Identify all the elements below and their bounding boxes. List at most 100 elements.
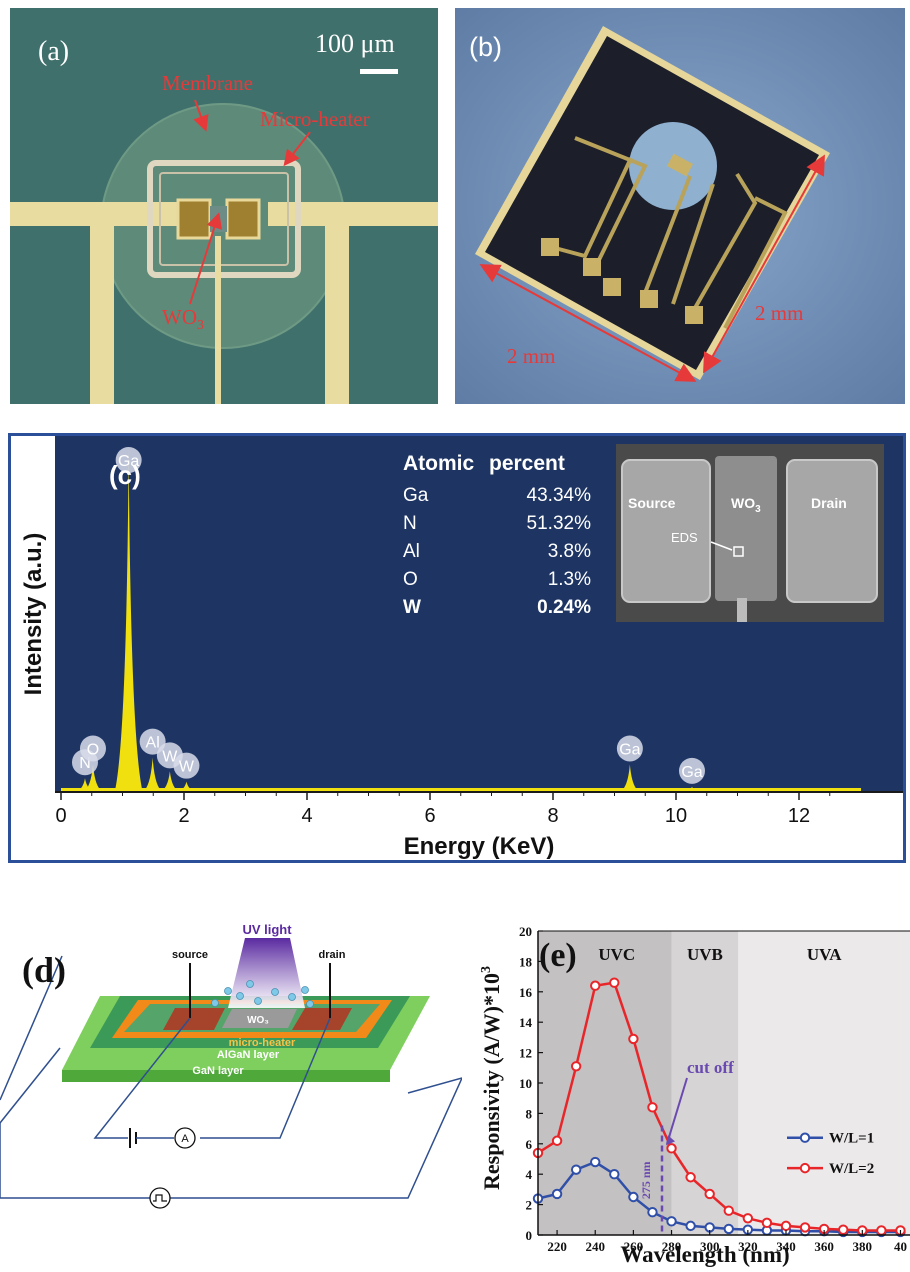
x-tick-label: 12 bbox=[788, 805, 810, 827]
micrograph-a: (a) 100 μm Membrane Micro-heater WO3 bbox=[10, 8, 438, 404]
wavelength-region bbox=[671, 931, 739, 1235]
series-point bbox=[704, 1188, 715, 1200]
series-point bbox=[723, 1205, 734, 1216]
legend-label: W/L=2 bbox=[829, 1161, 874, 1177]
e-y-tick-label: 6 bbox=[526, 1137, 533, 1152]
e-y-tick-label: 18 bbox=[519, 954, 533, 969]
legend-label: W/L=1 bbox=[829, 1131, 874, 1147]
peak-label-text: O bbox=[87, 741, 99, 758]
y-axis-title: Intensity (a.u.) bbox=[20, 533, 47, 696]
peak-label-text: Al bbox=[146, 735, 160, 752]
e-y-tick-label: 4 bbox=[526, 1167, 533, 1182]
x-tick-label: 0 bbox=[55, 805, 66, 827]
spectrum-baseline bbox=[61, 788, 861, 792]
legend-marker bbox=[799, 1132, 811, 1143]
e-x-tick-label: 300 bbox=[700, 1239, 720, 1254]
chip-width-label: 2 mm bbox=[507, 344, 555, 368]
wo3-label-d: WO₃ bbox=[247, 1015, 269, 1026]
e-x-tick-label: 280 bbox=[662, 1239, 682, 1254]
peak-label-text: Ga bbox=[681, 764, 702, 781]
source-label: source bbox=[172, 949, 208, 961]
region-uvb-label: UVB bbox=[687, 945, 723, 964]
x-tick-label: 2 bbox=[178, 805, 189, 827]
table-row-percent: 1.3% bbox=[548, 569, 591, 590]
e-y-tick-label: 14 bbox=[519, 1015, 533, 1030]
series-point bbox=[666, 1143, 677, 1154]
micro-heater-shape bbox=[147, 160, 301, 278]
peak-label: O bbox=[79, 735, 106, 762]
wavelength-region bbox=[738, 931, 910, 1235]
ammeter-icon bbox=[174, 1127, 196, 1149]
peak-label: Ga bbox=[115, 447, 142, 473]
e-x-tick-label: 40 bbox=[894, 1239, 907, 1254]
e-x-tick-label: 340 bbox=[776, 1239, 796, 1254]
legend-marker bbox=[799, 1162, 811, 1174]
x-tick-label: 4 bbox=[301, 805, 312, 827]
e-x-tick-label: 260 bbox=[624, 1239, 644, 1254]
drain-label: drain bbox=[319, 949, 346, 961]
wavelength-region bbox=[538, 931, 672, 1235]
x-tick-label: 6 bbox=[424, 805, 435, 827]
table-row-element: W bbox=[403, 597, 421, 618]
e-y-tick-label: 20 bbox=[519, 924, 532, 939]
responsivity-chart-svg: W/L=1 W/L=2 0 2 4 6 8 10 12 14 16 18 20 220 240 260 280… bbox=[479, 924, 910, 1267]
e-x-tick-label: 320 bbox=[738, 1239, 758, 1254]
cutoff-label: cut off bbox=[687, 1058, 734, 1077]
ammeter-label: A bbox=[181, 1133, 189, 1145]
peak-label-text: Ga bbox=[619, 741, 640, 758]
panel-e-label: (e) bbox=[539, 937, 577, 974]
series-point bbox=[761, 1217, 773, 1229]
gas-molecules bbox=[211, 980, 314, 1008]
table-row-percent: 0.24% bbox=[537, 597, 591, 618]
series-point bbox=[780, 1220, 792, 1232]
inset-drain-label: Drain bbox=[811, 495, 847, 511]
inset-source-label: Source bbox=[628, 495, 676, 511]
peak-label-text: W bbox=[179, 759, 195, 776]
drain-pad bbox=[292, 1008, 352, 1030]
chip-height-label: 2 mm bbox=[755, 301, 803, 325]
table-row-percent: 43.34% bbox=[527, 485, 592, 506]
spectrum-peak bbox=[114, 448, 143, 792]
inset-wo3-label: WO3 bbox=[731, 495, 761, 515]
series-point bbox=[838, 1224, 849, 1235]
spectrum-peak bbox=[82, 764, 103, 792]
series-point bbox=[570, 1061, 582, 1072]
table-row-percent: 51.32% bbox=[527, 513, 592, 534]
table-header-percent: percent bbox=[489, 452, 565, 475]
series-point bbox=[609, 1169, 620, 1180]
e-x-tick-label: 240 bbox=[585, 1239, 605, 1254]
peak-label: W bbox=[173, 752, 200, 779]
inset-eds-label: EDS bbox=[671, 530, 698, 545]
table-header-atomic: Atomic bbox=[403, 452, 474, 475]
peak-label: Ga bbox=[616, 735, 643, 762]
cutoff-wavelength-label: 275 nm bbox=[639, 1161, 653, 1199]
scale-bar bbox=[360, 69, 398, 74]
peak-label: Ga bbox=[678, 757, 705, 784]
spectrum-peak bbox=[142, 757, 163, 792]
series-point bbox=[685, 1172, 696, 1183]
uv-light-label: UV light bbox=[242, 922, 292, 937]
cutoff-arrowhead bbox=[666, 1135, 675, 1146]
e-y-tick-label: 12 bbox=[519, 1046, 532, 1061]
series-point bbox=[590, 980, 601, 991]
series-point bbox=[742, 1213, 754, 1224]
wo3-film bbox=[222, 1009, 297, 1028]
e-y-tick-label: 16 bbox=[519, 985, 533, 1000]
scale-bar-label: 100 μm bbox=[315, 29, 395, 58]
spectrum-peak bbox=[619, 764, 640, 792]
series-point bbox=[609, 977, 620, 988]
table-row-element: Ga bbox=[403, 485, 429, 506]
series-point bbox=[647, 1102, 658, 1113]
membrane-label: Membrane bbox=[162, 71, 253, 95]
chip-photo-image: (b) 2 mm 2 mm bbox=[455, 8, 905, 404]
spectrum-peak bbox=[176, 781, 197, 792]
table-row-element: N bbox=[403, 513, 417, 534]
series-point bbox=[647, 1207, 658, 1218]
wo3-label: WO3 bbox=[162, 305, 204, 333]
pulse-source-icon bbox=[149, 1187, 171, 1209]
peak-label-text: Ga bbox=[118, 453, 139, 470]
chip-photo-b: (b) 2 mm 2 mm bbox=[455, 8, 905, 404]
region-uva-label: UVA bbox=[807, 945, 842, 964]
series-point bbox=[628, 1191, 639, 1203]
